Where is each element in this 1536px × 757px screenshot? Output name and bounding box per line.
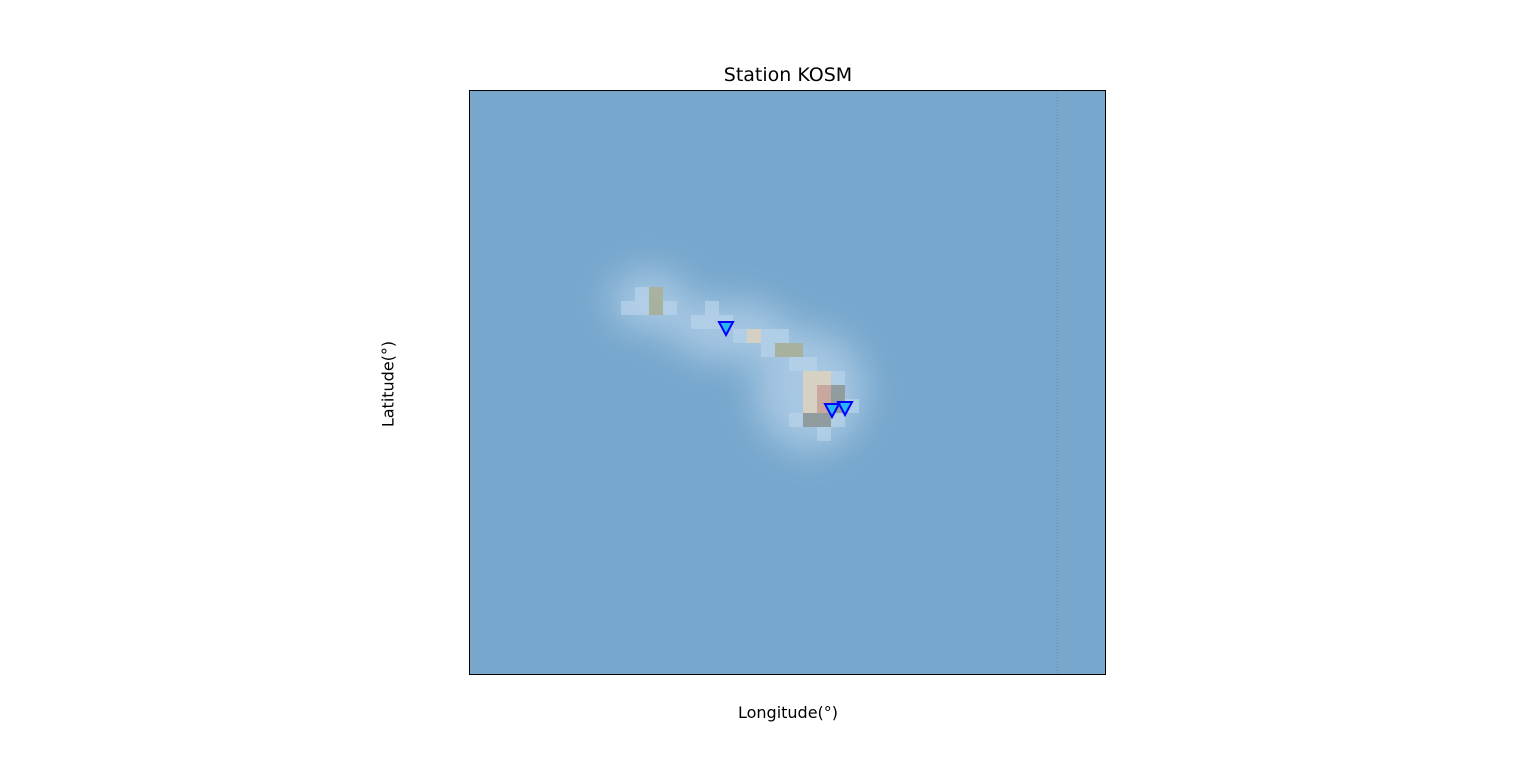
island-cell — [789, 343, 803, 357]
island-cell — [817, 371, 831, 385]
island-cell — [803, 399, 817, 413]
island-cell — [649, 301, 663, 315]
island-cell — [803, 385, 817, 399]
island-cell — [789, 357, 803, 371]
island-cell — [747, 329, 761, 343]
island-cell — [733, 329, 747, 343]
island-cell — [705, 301, 719, 315]
island-cell — [663, 301, 677, 315]
x-axis-label: Longitude(°) — [737, 703, 839, 722]
island-cell — [803, 371, 817, 385]
map-canvas — [470, 91, 1105, 674]
island-cell — [635, 287, 649, 301]
island-cell — [789, 413, 803, 427]
island-cell — [817, 385, 831, 399]
island-cell — [705, 315, 719, 329]
map-axes — [469, 90, 1106, 675]
station-marker-2[interactable] — [823, 403, 841, 420]
y-axis-label: Latitude(°) — [378, 340, 398, 428]
island-cell — [817, 427, 831, 441]
island-cell — [817, 413, 831, 427]
station-marker-1[interactable] — [717, 321, 735, 338]
island-cell — [775, 329, 789, 343]
island-chain — [621, 287, 859, 441]
island-cell — [691, 315, 705, 329]
island-cell — [635, 301, 649, 315]
island-cell — [803, 357, 817, 371]
island-cell — [775, 343, 789, 357]
island-cell — [761, 329, 775, 343]
island-cell — [761, 343, 775, 357]
map-title: Station KOSM — [723, 64, 853, 86]
island-cell — [649, 287, 663, 301]
station-markers — [717, 321, 854, 420]
island-cell — [831, 413, 845, 427]
island-cell — [621, 301, 635, 315]
station-marker-3[interactable] — [836, 401, 854, 418]
island-cell — [803, 413, 817, 427]
island-cell — [831, 385, 845, 399]
island-cell — [831, 371, 845, 385]
